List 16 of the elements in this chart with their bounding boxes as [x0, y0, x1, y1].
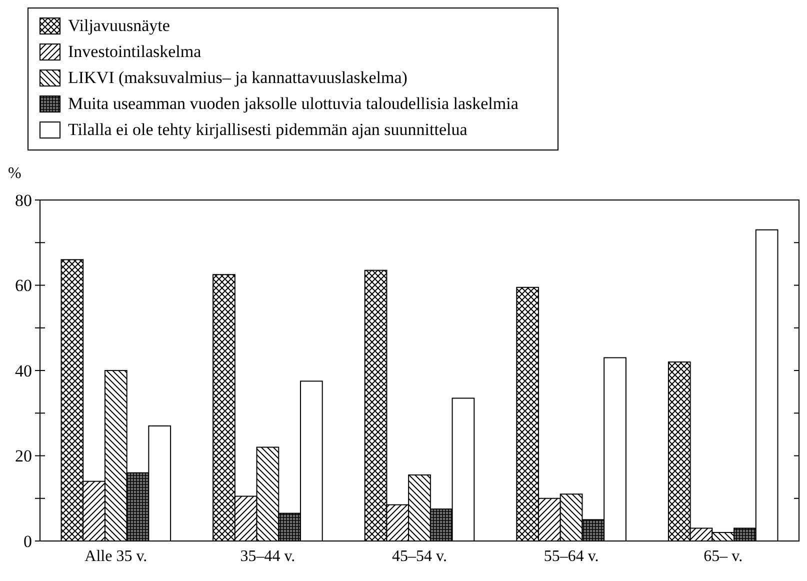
- x-tick-label: 45–54 v.: [392, 548, 447, 565]
- x-tick-label: 35–44 v.: [240, 548, 296, 565]
- legend-label: LIKVI (maksuvalmius– ja kannattavuuslaskelma): [68, 68, 408, 87]
- legend-label: Investointilaskelma: [68, 42, 202, 61]
- legend-label: Muita useamman vuoden jaksolle ulottuvia taloudellisia laskelmia: [68, 94, 519, 113]
- legend-label: Tilalla ei ole tehty kirjallisesti pidemmän ajan suunnittelua: [68, 120, 468, 139]
- y-axis-title: %: [8, 165, 22, 182]
- y-tick-label: 0: [24, 532, 32, 551]
- y-tick-label: 20: [15, 446, 32, 466]
- x-tick-label: 65– v.: [704, 548, 743, 565]
- y-tick-label: 60: [15, 276, 32, 296]
- y-tick-label: 40: [15, 361, 32, 380]
- y-tick-label: 80: [15, 190, 32, 210]
- x-tick-label: 55–64 v.: [544, 548, 599, 565]
- legend-label: Viljavuusnäyte: [68, 16, 170, 35]
- x-tick-label: Alle 35 v.: [84, 548, 148, 565]
